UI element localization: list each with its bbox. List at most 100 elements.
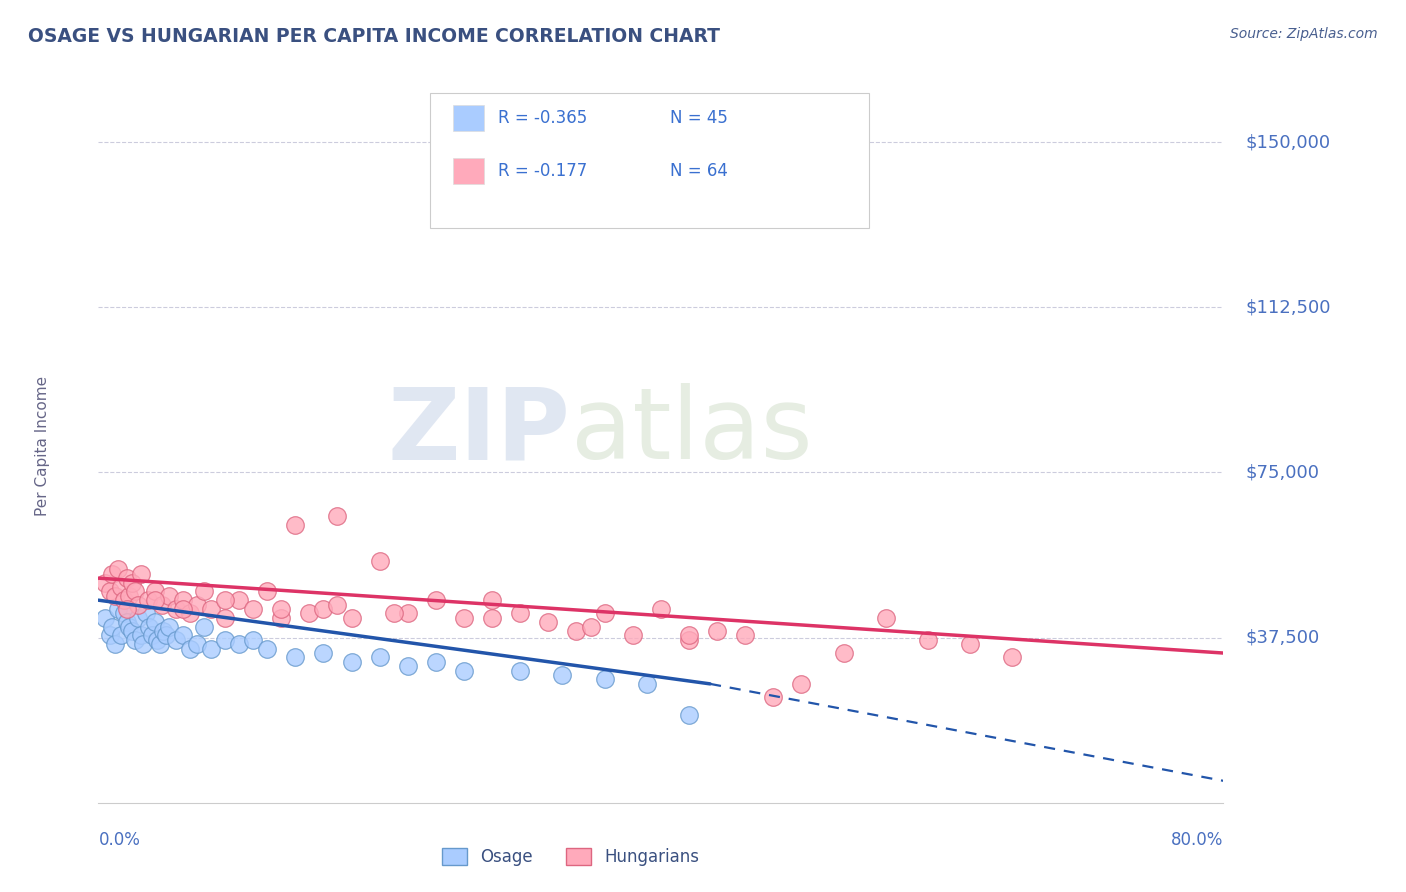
Point: [143, 615, 166, 630]
Point: [396, 659, 419, 673]
Bar: [453, 105, 484, 130]
Point: [127, 598, 149, 612]
Point: [124, 632, 146, 647]
Point: [593, 607, 616, 621]
Point: [104, 637, 127, 651]
Bar: [453, 159, 484, 184]
Point: [425, 593, 447, 607]
Text: N = 45: N = 45: [669, 109, 728, 127]
Point: [110, 628, 132, 642]
Point: [172, 628, 194, 642]
Point: [146, 632, 169, 647]
Point: [340, 611, 363, 625]
Point: [94, 611, 117, 625]
Point: [129, 566, 152, 581]
Point: [678, 632, 700, 647]
Point: [152, 624, 174, 638]
Text: $150,000: $150,000: [1246, 133, 1331, 151]
Text: OSAGE VS HUNGARIAN PER CAPITA INCOME CORRELATION CHART: OSAGE VS HUNGARIAN PER CAPITA INCOME COR…: [28, 27, 720, 45]
Point: [157, 619, 180, 633]
Point: [270, 602, 292, 616]
Point: [678, 707, 700, 722]
Point: [157, 589, 180, 603]
Point: [959, 637, 981, 651]
Point: [368, 553, 391, 567]
Point: [132, 637, 155, 651]
Point: [118, 619, 141, 633]
Point: [143, 584, 166, 599]
Point: [165, 632, 187, 647]
Point: [621, 628, 644, 642]
Text: R = -0.177: R = -0.177: [498, 162, 586, 180]
Point: [270, 611, 292, 625]
Point: [98, 628, 121, 642]
Text: Source: ZipAtlas.com: Source: ZipAtlas.com: [1230, 27, 1378, 41]
Point: [832, 646, 855, 660]
Point: [298, 607, 321, 621]
Point: [165, 602, 187, 616]
Point: [94, 575, 117, 590]
Point: [481, 611, 503, 625]
Point: [214, 593, 236, 607]
Point: [141, 628, 163, 642]
Point: [368, 650, 391, 665]
Point: [551, 668, 574, 682]
Point: [453, 664, 475, 678]
Point: [193, 584, 215, 599]
Point: [214, 611, 236, 625]
Point: [875, 611, 897, 625]
Point: [121, 624, 143, 638]
Point: [565, 624, 588, 638]
Point: [101, 566, 124, 581]
Point: [179, 641, 201, 656]
Point: [256, 584, 278, 599]
Text: atlas: atlas: [571, 384, 813, 480]
Point: [129, 628, 152, 642]
Text: $75,000: $75,000: [1246, 464, 1320, 482]
Point: [115, 571, 138, 585]
Point: [186, 637, 208, 651]
Point: [762, 690, 785, 704]
Point: [101, 619, 124, 633]
Point: [124, 584, 146, 599]
Point: [425, 655, 447, 669]
Point: [115, 602, 138, 616]
Text: ZIP: ZIP: [388, 384, 571, 480]
Point: [110, 580, 132, 594]
Legend: Osage, Hungarians: Osage, Hungarians: [436, 841, 706, 873]
Point: [734, 628, 756, 642]
Point: [790, 677, 813, 691]
Point: [115, 615, 138, 630]
Point: [284, 650, 307, 665]
Point: [172, 593, 194, 607]
Point: [340, 655, 363, 669]
Point: [326, 509, 349, 524]
Point: [481, 593, 503, 607]
Point: [1001, 650, 1024, 665]
Point: [650, 602, 672, 616]
Point: [143, 593, 166, 607]
Point: [509, 607, 531, 621]
FancyBboxPatch shape: [430, 93, 869, 228]
Point: [200, 641, 222, 656]
Point: [138, 619, 160, 633]
Point: [678, 628, 700, 642]
Point: [509, 664, 531, 678]
Point: [107, 602, 129, 616]
Point: [121, 575, 143, 590]
Text: $112,500: $112,500: [1246, 298, 1331, 317]
Point: [193, 619, 215, 633]
Point: [228, 593, 250, 607]
Point: [136, 593, 159, 607]
Point: [186, 598, 208, 612]
Point: [135, 607, 157, 621]
Point: [312, 646, 335, 660]
Point: [326, 598, 349, 612]
Text: R = -0.365: R = -0.365: [498, 109, 586, 127]
Point: [242, 602, 264, 616]
Text: $37,500: $37,500: [1246, 629, 1320, 647]
Point: [149, 637, 172, 651]
Point: [579, 619, 602, 633]
Text: Per Capita Income: Per Capita Income: [35, 376, 49, 516]
Point: [396, 607, 419, 621]
